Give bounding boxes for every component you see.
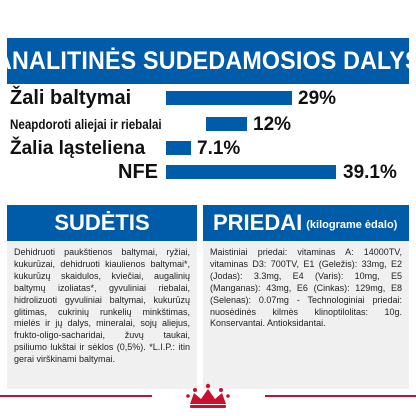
footer-divider-left: [0, 395, 152, 397]
analysis-row-protein: Žali baltymai 29%: [0, 86, 416, 111]
title-banner: ANALITINĖS SUDEDAMOSIOS DALYS: [0, 38, 416, 84]
analysis-row-nfe: NFE 39.1%: [0, 160, 416, 185]
analysis-label: Neapdoroti aliejai ir riebalai: [10, 117, 162, 132]
composition-text: Dehidruoti paukštienos baltymai, ryžiai,…: [14, 247, 190, 365]
additives-heading: PRIEDAI: [213, 210, 303, 235]
analysis-value: 39.1%: [343, 162, 397, 183]
composition-heading: SUDĖTIS: [54, 210, 150, 235]
analysis-bar: [166, 165, 336, 179]
analysis-label: NFE: [118, 161, 158, 183]
analysis-bar: [166, 91, 292, 105]
royal-canin-crown-logo-icon: [186, 383, 230, 408]
analysis-label: Žali baltymai: [10, 87, 132, 109]
analysis-bar: [206, 117, 247, 131]
analysis-bar: [166, 141, 191, 155]
additives-heading-sub: (kilograme ėdalo): [306, 219, 398, 231]
page-title: ANALITINĖS SUDEDAMOSIOS DALYS: [0, 46, 416, 75]
composition-header: SUDĖTIS: [7, 205, 197, 241]
additives-text: Maistiniai priedai: vitaminas A: 14000TV…: [210, 247, 402, 329]
additives-panel: PRIEDAI (kilograme ėdalo) Maistiniai pri…: [203, 205, 409, 389]
analysis-value: 12%: [253, 114, 292, 135]
analysis-label: Žalia ląsteliena: [10, 138, 146, 159]
footer-divider-right: [265, 395, 416, 397]
analysis-row-fat: Neapdoroti aliejai ir riebalai 12%: [0, 112, 416, 137]
composition-panel: SUDĖTIS Dehidruoti paukštienos baltymai,…: [7, 205, 197, 389]
additives-header: PRIEDAI (kilograme ėdalo): [203, 205, 409, 241]
analysis-value: 7.1%: [197, 138, 241, 159]
analysis-row-fibre: Žalia ląsteliena 7.1%: [0, 136, 416, 161]
analysis-value: 29%: [298, 88, 337, 109]
